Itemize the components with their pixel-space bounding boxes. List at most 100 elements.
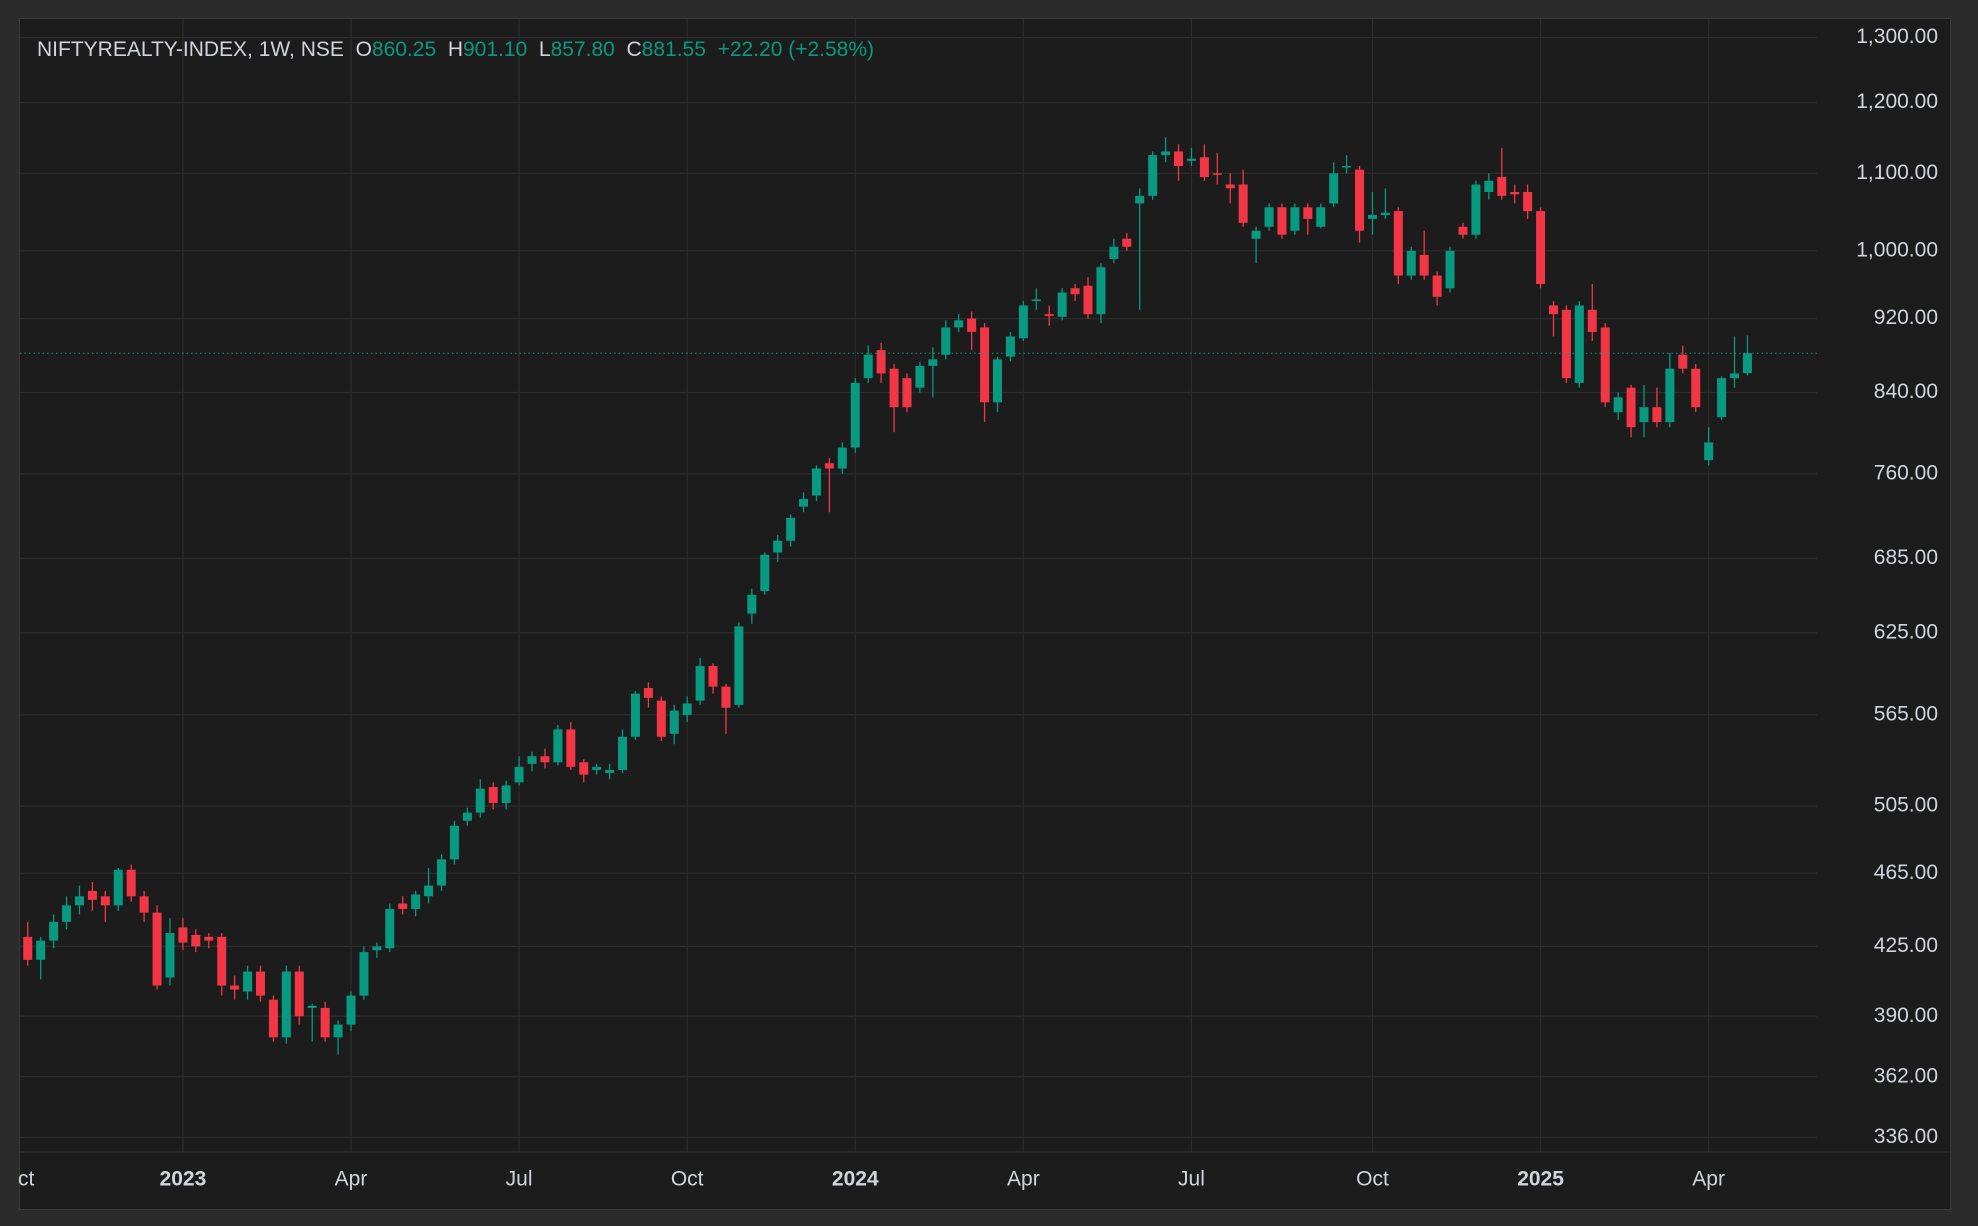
candle-body	[1471, 184, 1481, 235]
candle-body	[1458, 226, 1468, 235]
candle-body	[1251, 230, 1261, 239]
y-tick-label: 425.00	[1874, 934, 1938, 957]
candle-body	[178, 927, 188, 943]
candle-body	[605, 769, 615, 774]
x-tick-label: Apr	[1692, 1168, 1725, 1191]
y-tick-label: 685.00	[1874, 546, 1938, 569]
candle-body	[23, 936, 33, 960]
candle-body	[1161, 151, 1171, 156]
candle-body	[824, 463, 834, 469]
candle-body	[255, 971, 265, 996]
candle-body	[398, 903, 408, 909]
candle-body	[268, 999, 278, 1038]
y-tick-label: 336.00	[1874, 1125, 1938, 1148]
candle-body	[1548, 305, 1558, 315]
y-tick-label: 362.00	[1874, 1064, 1938, 1087]
low-label: L	[538, 38, 551, 61]
candle-body	[1717, 378, 1727, 418]
candle-body	[501, 785, 511, 803]
candle-body	[1704, 442, 1714, 461]
candle-body	[1316, 207, 1326, 227]
legend-header: NIFTYREALTY-INDEX, 1W, NSE O860.25 H901.…	[37, 38, 874, 62]
candle-body	[734, 626, 744, 705]
candle-body	[36, 940, 46, 960]
candle-body	[915, 365, 925, 388]
candle-body	[1691, 368, 1701, 408]
y-tick-label: 1,200.00	[1856, 90, 1938, 113]
candle-body	[1342, 165, 1352, 168]
symbol: NIFTYREALTY-INDEX, 1W, NSE	[37, 38, 344, 61]
candle-body	[113, 869, 123, 906]
candle-body	[618, 736, 628, 770]
x-tick-label: ct	[18, 1168, 35, 1191]
candle-body	[1031, 299, 1041, 302]
candle-body	[1225, 184, 1235, 189]
candle-body	[1186, 158, 1196, 161]
high-value: 901.10	[463, 38, 528, 61]
chart-frame	[19, 18, 1951, 1210]
candle-body	[553, 729, 563, 763]
candle-body	[49, 921, 59, 941]
x-tick-label: Jul	[506, 1168, 533, 1191]
candle-body	[708, 666, 718, 687]
candle-body	[773, 540, 783, 553]
candle-body	[837, 447, 847, 469]
candle-body	[1536, 211, 1546, 284]
candle-body	[1613, 397, 1623, 413]
candle-body	[747, 594, 757, 614]
candle-body	[1600, 327, 1610, 403]
candle-body	[1212, 173, 1222, 175]
candle-body	[889, 368, 899, 408]
y-tick-label: 1,100.00	[1856, 161, 1938, 184]
candle-body	[1174, 151, 1184, 166]
x-tick-label: Apr	[1007, 1168, 1040, 1191]
candle-body	[1380, 212, 1390, 216]
candle-body	[1264, 207, 1274, 227]
x-tick-label: Apr	[335, 1168, 368, 1191]
candle-body	[74, 896, 84, 906]
y-tick-label: 465.00	[1874, 861, 1938, 884]
open-label: O	[355, 38, 372, 61]
candle-body	[579, 762, 589, 775]
candle-body	[1587, 309, 1597, 332]
candle-body	[307, 1005, 317, 1008]
candle-body	[630, 693, 640, 737]
candle-body	[1044, 314, 1054, 316]
candle-body	[592, 766, 602, 770]
y-tick-label: 390.00	[1874, 1004, 1938, 1027]
candle-body	[191, 934, 201, 947]
x-tick-label: Oct	[671, 1168, 704, 1191]
candle-body	[1135, 195, 1145, 204]
y-tick-label: 625.00	[1874, 620, 1938, 643]
candle-body	[1070, 288, 1080, 295]
x-tick-label: 2025	[1517, 1168, 1564, 1191]
candle-body	[1665, 368, 1675, 423]
y-tick-label: 1,300.00	[1856, 25, 1938, 48]
candle-body	[281, 971, 291, 1038]
candle-body	[902, 378, 912, 408]
candle-body	[449, 825, 459, 860]
candle-body	[1678, 354, 1688, 369]
candle-body	[1355, 169, 1365, 231]
candle-body	[411, 894, 421, 909]
candle-body	[669, 710, 679, 734]
candle-body	[514, 766, 524, 783]
candle-body	[928, 359, 938, 366]
candle-body	[333, 1024, 343, 1038]
candle-body	[1057, 292, 1067, 317]
candle-body	[643, 688, 653, 698]
candle-body	[165, 933, 175, 978]
candle-body	[876, 350, 886, 374]
y-tick-label: 840.00	[1874, 380, 1938, 403]
candle-body	[1005, 336, 1015, 357]
high-label: H	[447, 38, 463, 61]
candle-body	[1238, 184, 1248, 223]
candle-body	[993, 359, 1002, 403]
candle-body	[1122, 238, 1132, 247]
open-value: 860.25	[371, 38, 437, 61]
candle-body	[967, 318, 977, 332]
candle-body	[941, 327, 951, 355]
candle-body	[980, 327, 990, 403]
